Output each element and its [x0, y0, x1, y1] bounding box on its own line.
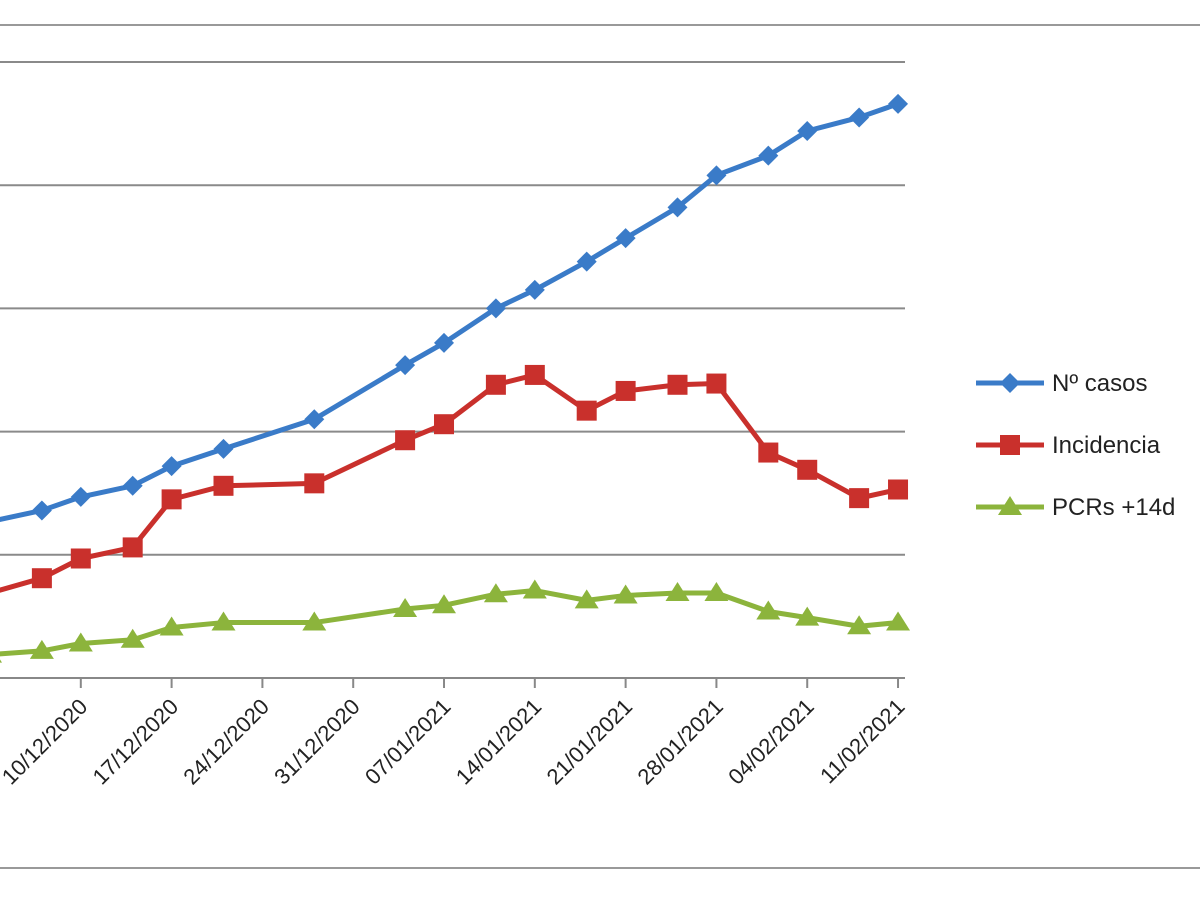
legend-label: Incidencia — [1052, 432, 1161, 459]
marker — [302, 611, 327, 631]
marker — [797, 459, 818, 480]
marker — [574, 589, 599, 609]
marker — [485, 374, 506, 395]
marker — [159, 616, 184, 636]
marker — [395, 355, 416, 376]
marker — [483, 583, 508, 603]
marker — [485, 298, 506, 319]
marker — [758, 442, 779, 463]
marker — [615, 380, 636, 401]
marker — [704, 581, 729, 601]
marker — [886, 611, 911, 631]
marker — [432, 594, 457, 614]
marker — [304, 409, 325, 430]
marker — [524, 364, 545, 385]
marker — [613, 584, 638, 604]
marker — [576, 251, 597, 272]
marker — [667, 374, 688, 395]
marker — [68, 632, 93, 652]
x-tick-label: 31/12/2020 — [269, 694, 365, 790]
marker — [667, 197, 688, 218]
marker — [122, 475, 143, 496]
marker — [0, 659, 2, 663]
marker — [70, 486, 91, 507]
marker — [161, 456, 182, 477]
legend-marker — [1000, 373, 1020, 393]
marker — [31, 500, 52, 521]
x-tick-label: 24/12/2020 — [178, 694, 274, 790]
marker — [795, 606, 820, 626]
marker — [706, 373, 727, 394]
x-tick-label: 10/12/2020 — [0, 694, 92, 790]
series — [0, 579, 911, 663]
marker — [849, 107, 870, 128]
marker — [522, 579, 547, 599]
marker — [120, 628, 145, 648]
marker — [524, 279, 545, 300]
legend-label: PCRs +14d — [1052, 494, 1175, 521]
marker — [434, 332, 455, 353]
marker — [797, 120, 818, 141]
legend-marker — [1000, 435, 1020, 455]
x-tick-label: 04/02/2021 — [723, 694, 819, 790]
marker — [576, 400, 597, 421]
legend-label: Nº casos — [1052, 370, 1147, 397]
marker — [70, 548, 91, 569]
x-tick-label: 28/01/2021 — [632, 694, 728, 790]
marker — [665, 581, 690, 601]
marker — [847, 615, 872, 635]
series — [0, 93, 909, 522]
marker — [756, 600, 781, 620]
marker — [211, 611, 236, 631]
marker — [31, 568, 52, 589]
marker — [161, 489, 182, 510]
marker — [434, 414, 455, 435]
x-tick-label: 21/01/2021 — [542, 694, 638, 790]
marker — [758, 145, 779, 166]
x-tick-label: 07/01/2021 — [360, 694, 456, 790]
marker — [213, 438, 234, 459]
marker — [393, 598, 418, 618]
marker — [304, 473, 325, 494]
marker — [29, 639, 54, 659]
marker — [849, 488, 870, 509]
marker — [888, 479, 909, 500]
marker — [888, 93, 909, 114]
x-tick-label: 14/01/2021 — [451, 694, 547, 790]
marker — [213, 475, 234, 496]
marker — [706, 165, 727, 186]
x-tick-label: 17/12/2020 — [88, 694, 184, 790]
series — [0, 364, 909, 593]
marker — [395, 430, 416, 451]
marker — [122, 537, 143, 558]
legend-marker — [998, 496, 1022, 515]
marker — [615, 228, 636, 249]
x-tick-label: 11/02/2021 — [815, 694, 909, 788]
